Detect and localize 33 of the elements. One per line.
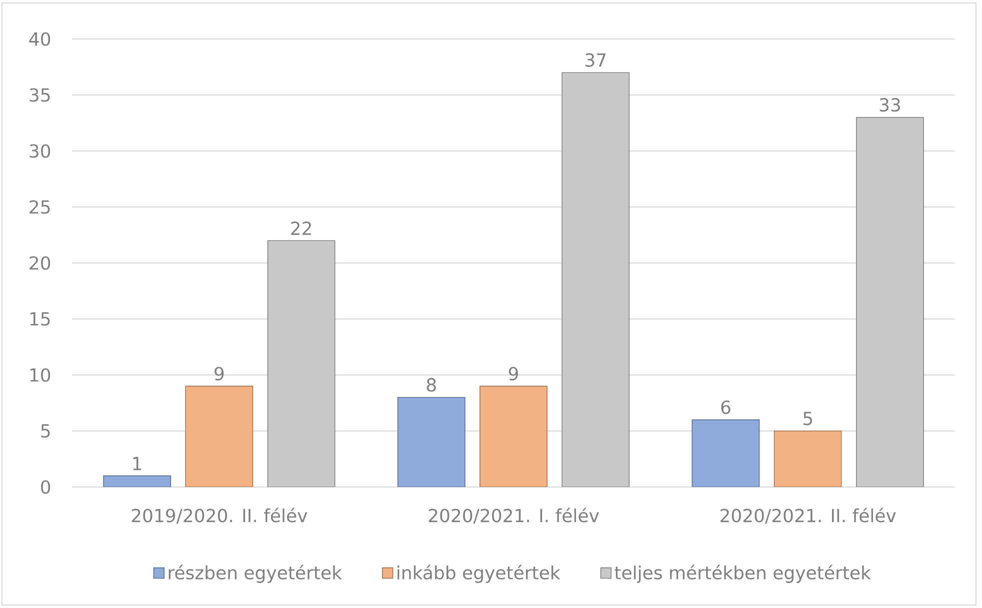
bar <box>185 386 254 488</box>
bar <box>692 419 760 488</box>
data-label: 1 <box>133 456 142 470</box>
legend-label: részben egyetértek <box>168 564 342 583</box>
data-label: 33 <box>880 98 900 112</box>
legend-label: inkább egyetértek <box>398 564 560 583</box>
bar <box>103 475 171 488</box>
y-tick-label: 30 <box>30 144 50 158</box>
data-label: 5 <box>803 412 812 426</box>
y-tick-label: 40 <box>29 32 50 46</box>
bar <box>856 117 924 488</box>
data-label: 6 <box>721 400 730 414</box>
y-tick-label: 10 <box>30 368 50 382</box>
y-tick-label: 20 <box>30 256 50 270</box>
y-tick-label: 35 <box>30 88 50 102</box>
y-tick-label: 0 <box>41 480 50 494</box>
x-tick-label: 2020/2021. I. félév <box>428 508 599 524</box>
data-label: 9 <box>508 366 518 380</box>
x-tick-label: 2019/2020. II. félév <box>132 508 308 524</box>
bar <box>397 397 466 488</box>
data-label: 37 <box>586 53 606 67</box>
bar <box>480 386 548 488</box>
y-tick-label: 15 <box>30 312 50 326</box>
y-tick-label: 5 <box>41 424 50 438</box>
x-tick-label: 2020/2021. II. félév <box>720 508 896 524</box>
y-tick-label: 25 <box>30 200 50 214</box>
data-label: 9 <box>214 366 224 380</box>
bar <box>267 240 336 488</box>
bar <box>562 72 630 488</box>
bar <box>774 430 842 488</box>
legend-label: teljes mértékben egyetértek <box>614 564 871 583</box>
data-label: 22 <box>291 222 311 235</box>
data-label: 8 <box>426 378 436 392</box>
